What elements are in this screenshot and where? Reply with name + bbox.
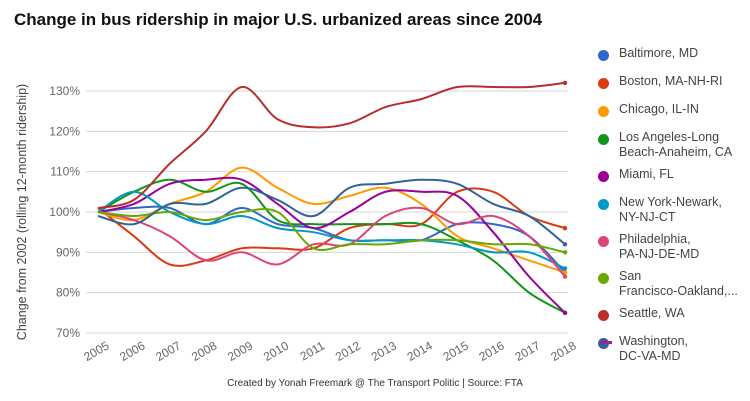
series-line[interactable] bbox=[97, 205, 566, 274]
y-tick-label: 130% bbox=[49, 84, 80, 98]
y-tick-label: 110% bbox=[50, 165, 80, 179]
x-tick-label: 2014 bbox=[405, 338, 435, 364]
source-credit: Created by Yonah Freemark @ The Transpor… bbox=[227, 378, 523, 389]
y-tick-label: 90% bbox=[56, 245, 80, 259]
x-tick-label: 2009 bbox=[225, 338, 255, 364]
legend-marker-icon bbox=[598, 236, 609, 247]
x-tick-label: 2018 bbox=[548, 338, 578, 364]
x-tick-label: 2017 bbox=[512, 338, 542, 364]
series-end-point bbox=[562, 270, 568, 275]
legend-label: Chicago, IL-IN bbox=[619, 102, 699, 116]
series-line[interactable] bbox=[97, 166, 566, 274]
legend-marker-icon bbox=[598, 106, 609, 117]
series-end-point bbox=[562, 266, 568, 271]
series-end-point bbox=[562, 250, 568, 255]
y-tick-label: 120% bbox=[49, 124, 80, 138]
x-tick-label: 2013 bbox=[369, 338, 399, 364]
legend-marker-icon bbox=[598, 171, 609, 182]
series-line[interactable] bbox=[97, 81, 566, 209]
legend-item[interactable]: Philadelphia, PA-NJ-DE-MD bbox=[598, 232, 748, 269]
series-lines bbox=[97, 80, 568, 316]
legend-marker-icon bbox=[598, 310, 609, 321]
x-tick-label: 2007 bbox=[153, 338, 183, 364]
y-tick-label: 80% bbox=[56, 286, 80, 300]
legend-item[interactable]: Washington, DC-VA-MD bbox=[598, 334, 748, 371]
series-line[interactable] bbox=[97, 178, 566, 314]
legend-item[interactable]: New York-Newark, NY-NJ-CT bbox=[598, 195, 748, 232]
legend-label: Philadelphia, PA-NJ-DE-MD bbox=[619, 232, 700, 261]
x-tick-label: 2011 bbox=[298, 338, 328, 363]
chart-title: Change in bus ridership in major U.S. ur… bbox=[14, 10, 543, 29]
legend-label: Washington, DC-VA-MD bbox=[619, 334, 689, 363]
x-tick-label: 2010 bbox=[261, 338, 291, 364]
y-tick-label: 70% bbox=[56, 326, 80, 340]
legend-marker-icon bbox=[598, 78, 609, 89]
legend-item[interactable]: San Francisco-Oakland,... bbox=[598, 269, 748, 306]
y-tick-label: 100% bbox=[49, 205, 80, 219]
legend-marker-icon bbox=[598, 50, 609, 61]
legend-marker-icon bbox=[598, 273, 609, 284]
x-tick-label: 2016 bbox=[477, 338, 507, 364]
legend-label: San Francisco-Oakland,... bbox=[619, 269, 738, 298]
legend-label: Seattle, WA bbox=[619, 306, 685, 320]
axis-ticks: 70%80%90%100%110%120%130%2005 2006 2007 200… bbox=[49, 84, 578, 364]
x-tick-label: 2015 bbox=[441, 338, 471, 364]
series-line[interactable] bbox=[97, 190, 566, 270]
legend-label: New York-Newark, NY-NJ-CT bbox=[619, 195, 722, 224]
x-tick-label: 2012 bbox=[333, 338, 363, 364]
legend-label: Miami, FL bbox=[619, 167, 674, 181]
x-tick-label: 2008 bbox=[189, 338, 219, 364]
legend-label: Los Angeles-Long Beach-Anaheim, CA bbox=[619, 130, 733, 159]
series-end-point bbox=[562, 310, 568, 316]
series-line[interactable] bbox=[97, 176, 566, 314]
legend-item[interactable]: Seattle, WA bbox=[598, 306, 748, 334]
series-line[interactable] bbox=[97, 207, 566, 254]
legend-label: Baltimore, MD bbox=[619, 46, 699, 60]
series-line[interactable] bbox=[97, 187, 566, 267]
legend-item[interactable]: Miami, FL bbox=[598, 167, 748, 195]
series-end-point bbox=[562, 225, 568, 231]
series-end-point bbox=[562, 274, 568, 279]
legend-item[interactable]: Boston, MA-NH-RI bbox=[598, 74, 748, 102]
legend-item[interactable]: Chicago, IL-IN bbox=[598, 102, 748, 130]
legend-label: Boston, MA-NH-RI bbox=[619, 74, 723, 88]
y-axis-title: Change from 2002 (rolling 12-month rider… bbox=[15, 84, 29, 340]
legend-scroll-indicator[interactable] bbox=[600, 341, 612, 344]
series-end-point bbox=[562, 242, 568, 247]
legend-item[interactable]: Los Angeles-Long Beach-Anaheim, CA bbox=[598, 130, 748, 167]
legend-item[interactable]: Baltimore, MD bbox=[598, 46, 748, 74]
series-line[interactable] bbox=[97, 206, 566, 278]
legend-marker-icon bbox=[598, 199, 609, 210]
x-tick-label: 2005 bbox=[81, 338, 111, 364]
legend: Baltimore, MD Boston, MA-NH-RI Chicago, IL… bbox=[598, 46, 748, 371]
x-tick-label: 2006 bbox=[117, 338, 147, 364]
series-end-point bbox=[562, 80, 568, 86]
series-line[interactable] bbox=[97, 178, 566, 246]
legend-marker-icon bbox=[598, 134, 609, 145]
